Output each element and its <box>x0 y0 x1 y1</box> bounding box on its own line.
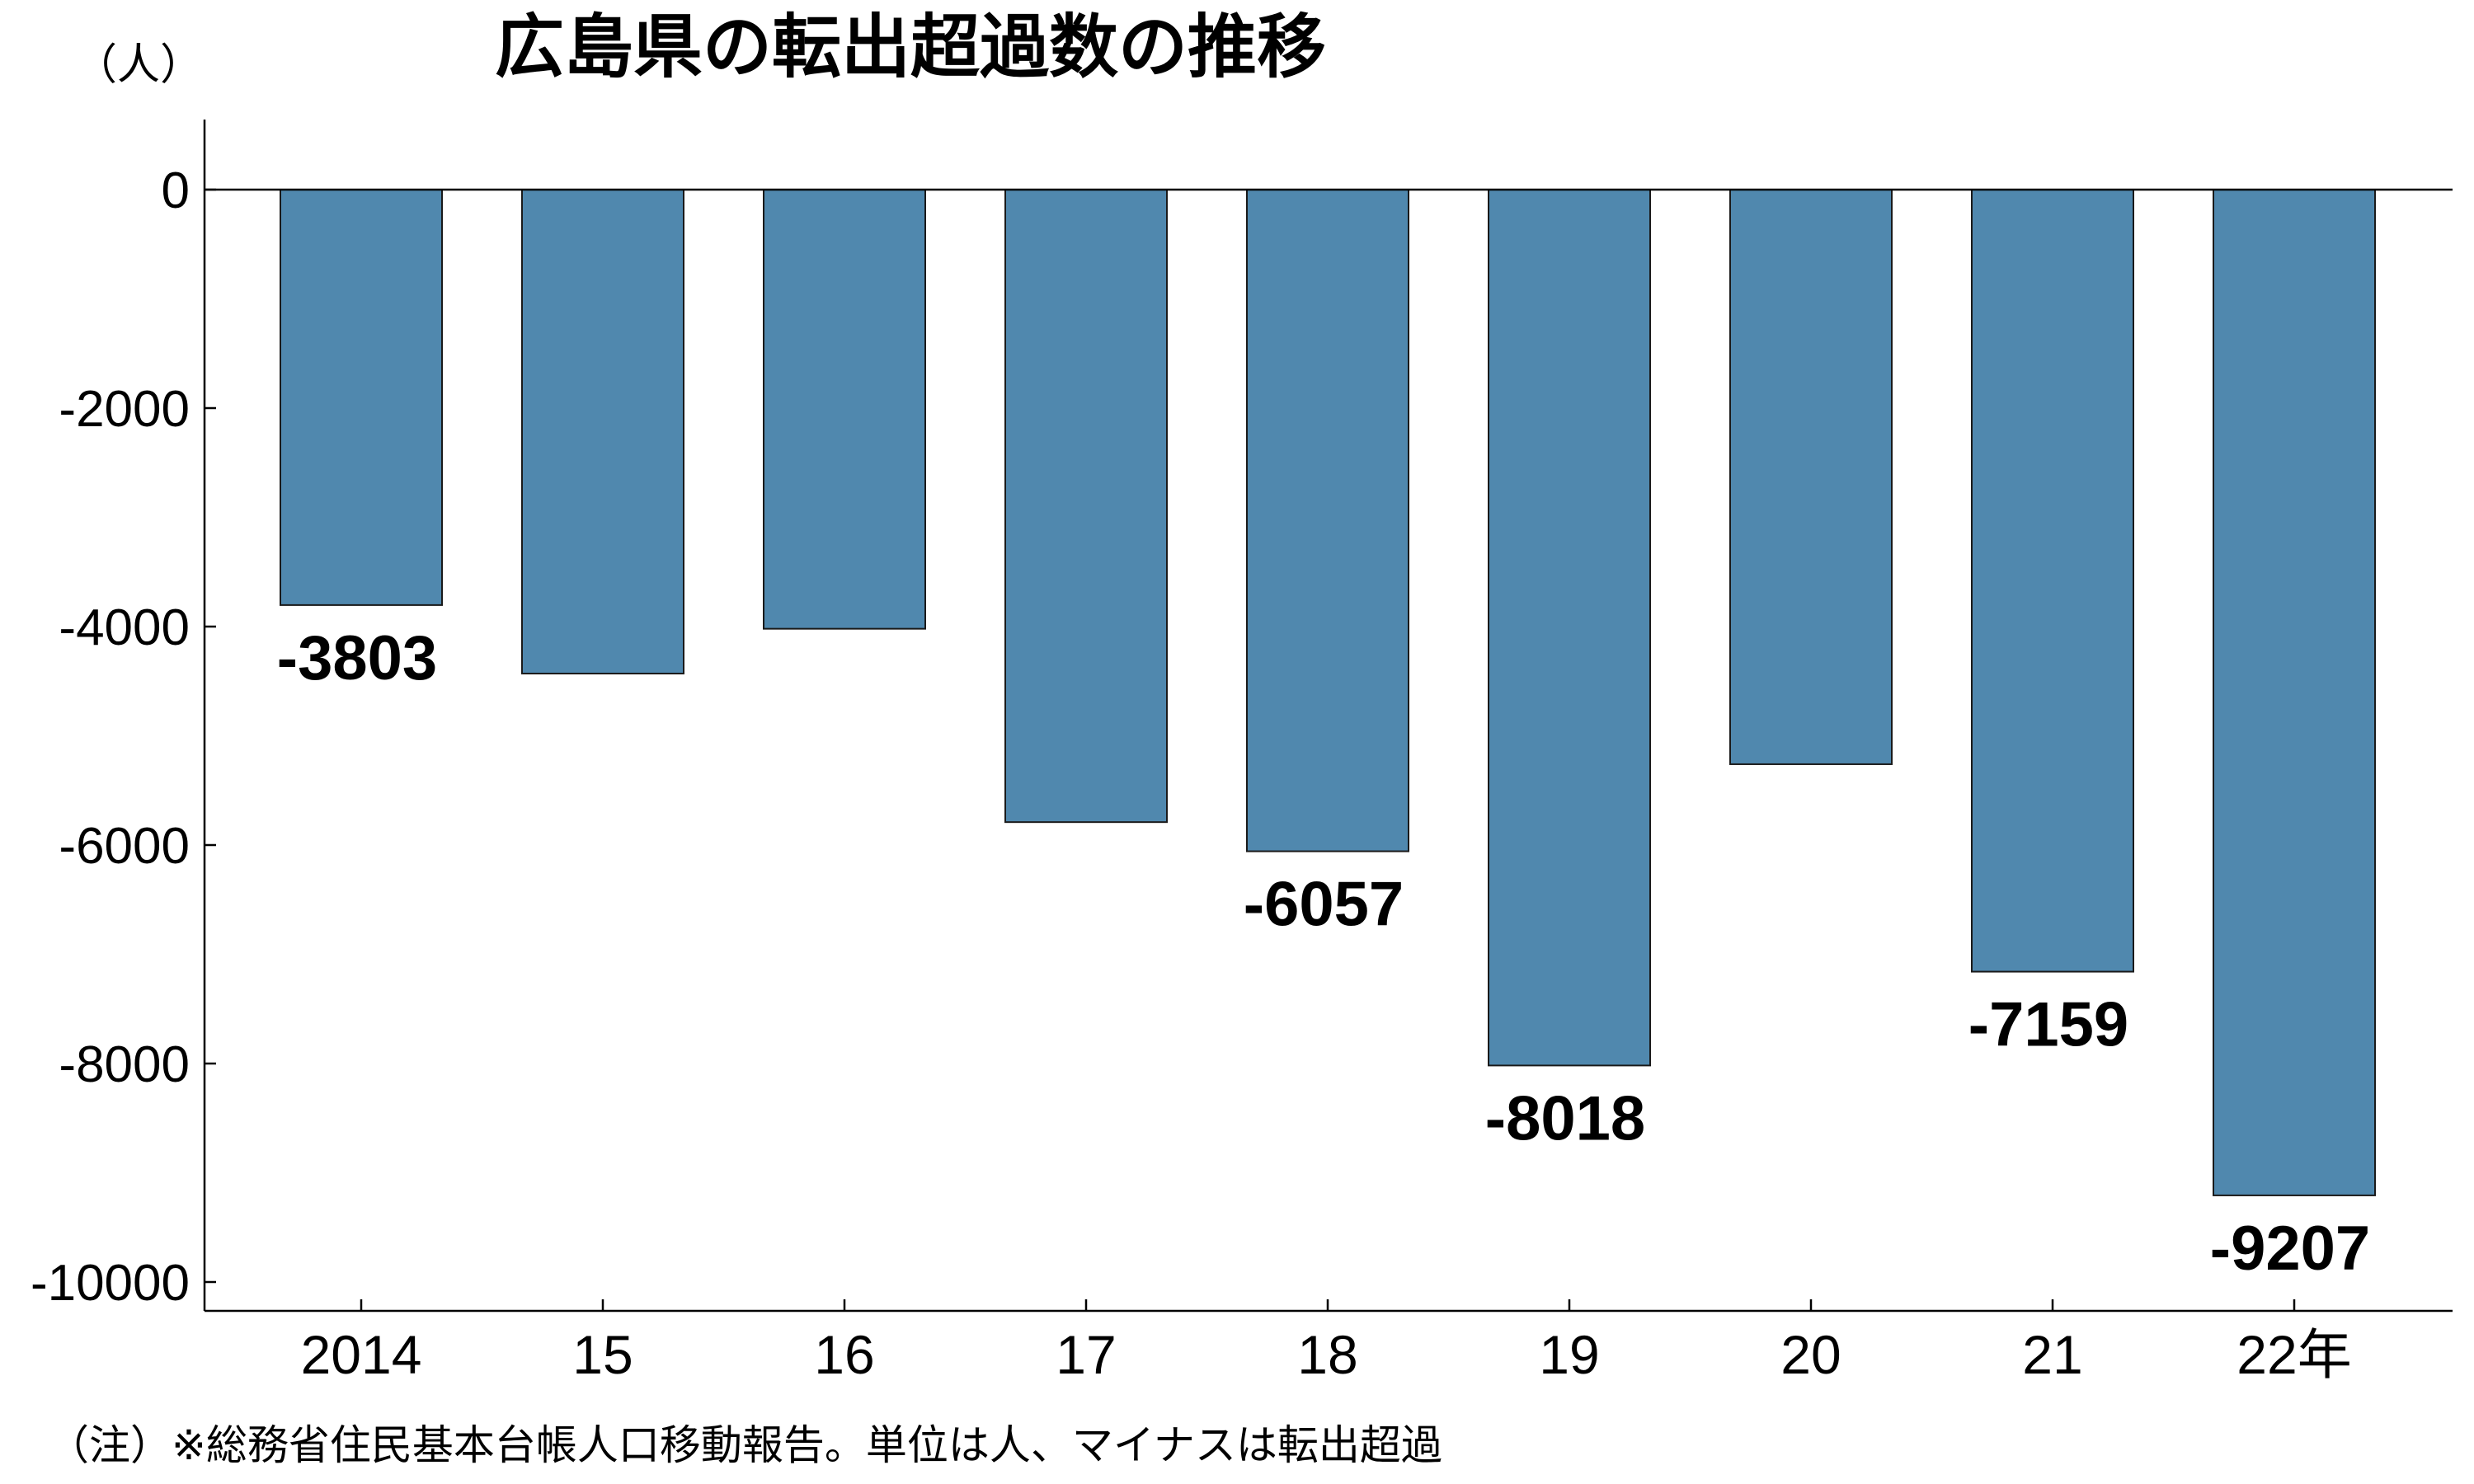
bar-16 <box>763 189 926 630</box>
y-tick-label: -8000 <box>59 1036 190 1093</box>
bar-21 <box>1971 189 2134 973</box>
bar-17 <box>1004 189 1168 824</box>
x-tick-label: 20 <box>1780 1324 1841 1385</box>
data-labels: -3803 -6057 -8018 -7159 -9207 <box>277 623 2370 1284</box>
x-tick-label: 18 <box>1297 1324 1357 1385</box>
footnote: （注）※総務省住民基本台帳人口移動報告。単位は人、マイナスは転出超過 <box>48 1421 1442 1469</box>
bar-19 <box>1488 189 1651 1067</box>
x-tick-label: 17 <box>1056 1324 1116 1385</box>
y-axis-unit-label: （人） <box>74 40 203 90</box>
x-tick-label: 21 <box>2022 1324 2082 1385</box>
x-ticks: 2014 15 16 17 18 19 20 21 22年 <box>301 1299 2352 1385</box>
x-tick-label: 2014 <box>301 1324 422 1385</box>
bar-18 <box>1246 189 1409 852</box>
y-tick-label: 0 <box>162 162 190 219</box>
y-tick-label: -2000 <box>59 381 190 438</box>
x-tick-label: 16 <box>814 1324 874 1385</box>
bar-20 <box>1729 189 1893 765</box>
y-tick-label: -6000 <box>59 818 190 875</box>
data-label: -3803 <box>277 623 437 693</box>
y-ticks: 0 -2000 -4000 -6000 -8000 -10000 <box>31 162 216 1312</box>
data-label: -6057 <box>1244 870 1404 940</box>
bar-2014 <box>280 189 443 606</box>
data-label: -8018 <box>1485 1083 1645 1153</box>
x-tick-label: 15 <box>572 1324 633 1385</box>
y-tick-label: -4000 <box>59 599 190 656</box>
data-label: -9207 <box>2210 1214 2370 1284</box>
x-tick-label: 22年 <box>2236 1324 2351 1385</box>
x-tick-label: 19 <box>1539 1324 1599 1385</box>
bar-22年 <box>2213 189 2376 1196</box>
bars-layer <box>280 189 2376 1196</box>
bar-15 <box>521 189 684 674</box>
chart-title: 広島県の転出超過数の推移 <box>495 7 1326 87</box>
data-label: -7159 <box>1968 990 2128 1060</box>
y-tick-label: -10000 <box>31 1255 190 1312</box>
